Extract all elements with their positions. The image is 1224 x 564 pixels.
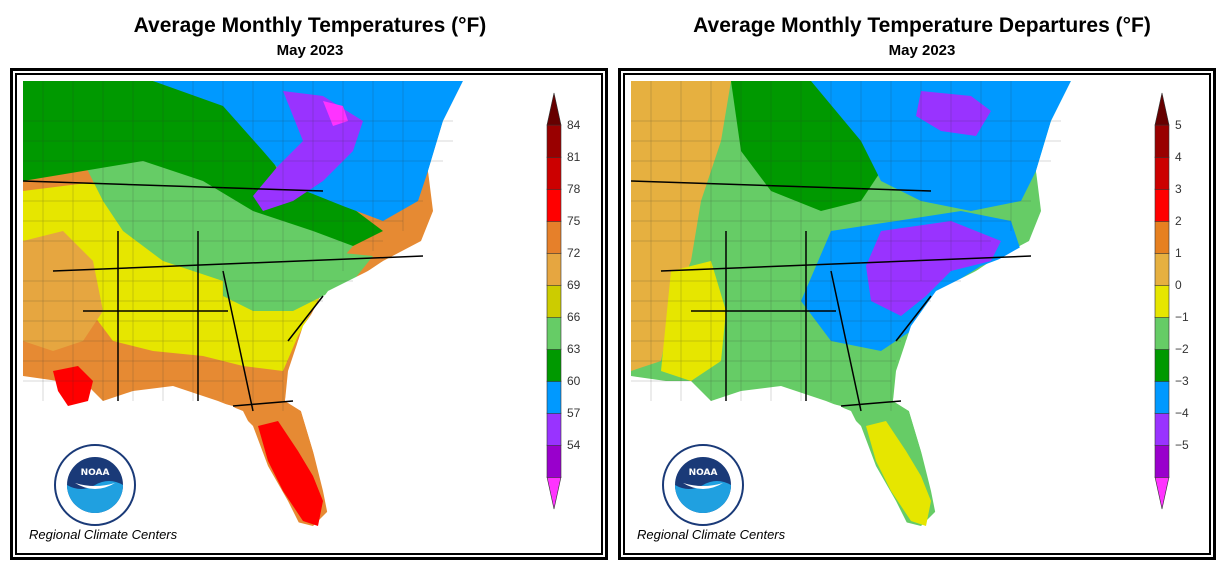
legend-color-band [546, 252, 562, 286]
legend-color-band [1154, 412, 1170, 446]
legend-color-band [1154, 188, 1170, 222]
left-panel-title: Average Monthly Temperatures (°F) [133, 14, 487, 37]
legend-tick-label: 75 [567, 214, 581, 228]
legend-color-band [1154, 124, 1170, 158]
legend-color-band [546, 412, 562, 446]
legend-tick-label: 3 [1175, 182, 1182, 196]
legend-tick-label: 60 [567, 374, 581, 388]
legend-tick-label: 1 [1175, 246, 1182, 260]
legend-color-band [546, 188, 562, 222]
legend-tick-label: 54 [567, 438, 581, 452]
legend-color-band [546, 444, 562, 478]
left-panel: Average Monthly Temperatures (°F) May 20… [10, 14, 608, 560]
legend-tick-label: −4 [1175, 406, 1189, 420]
noaa-logo: NOAA [54, 444, 136, 526]
legend-color-band [546, 284, 562, 318]
legend-color-band [546, 380, 562, 414]
left-panel-subtitle: May 2023 [276, 42, 344, 59]
legend-tick-label: 5 [1175, 118, 1182, 132]
legend-tick-label: 69 [567, 278, 581, 292]
right-legend: 5 4 3 2 1 0 −1 −2 −3 −4 −5 [1154, 92, 1189, 510]
legend-color-band [1154, 252, 1170, 286]
right-panel: Average Monthly Temperature Departures (… [612, 0, 1224, 564]
right-credit: Regional Climate Centers [637, 527, 786, 542]
legend-color-band [546, 476, 562, 510]
legend-tick-label: −5 [1175, 438, 1189, 452]
legend-tick-label: 72 [567, 246, 581, 260]
legend-tick-label: 57 [567, 406, 581, 420]
legend-tick-label: 66 [567, 310, 581, 324]
left-map-frame: NOAA Regional Climate Centers 84 81 78 75 72… [10, 68, 608, 560]
legend-color-band [546, 316, 562, 350]
legend-color-band [1154, 380, 1170, 414]
left-credit: Regional Climate Centers [29, 527, 178, 542]
legend-color-band [1154, 476, 1170, 510]
legend-tick-label: 4 [1175, 150, 1182, 164]
legend-tick-label: 78 [567, 182, 581, 196]
temperature-map [23, 81, 543, 541]
legend-tick-label: −2 [1175, 342, 1189, 356]
legend-color-band [546, 220, 562, 254]
noaa-logo: NOAA [662, 444, 744, 526]
legend-tick-label: −3 [1175, 374, 1189, 388]
legend-tick-label: 2 [1175, 214, 1182, 228]
noaa-logo-text: NOAA [689, 468, 718, 478]
departure-map [631, 81, 1151, 541]
legend-color-band [1154, 92, 1170, 126]
legend-color-band [546, 92, 562, 126]
legend-color-band [546, 156, 562, 190]
legend-color-band [1154, 348, 1170, 382]
legend-color-band [1154, 316, 1170, 350]
legend-color-band [1154, 284, 1170, 318]
legend-tick-label: 81 [567, 150, 581, 164]
legend-tick-label: −1 [1175, 310, 1189, 324]
legend-tick-label: 84 [567, 118, 581, 132]
right-panel-subtitle: May 2023 [888, 42, 956, 59]
left-legend: 84 81 78 75 72 69 66 63 60 57 54 [546, 92, 581, 510]
legend-tick-label: 0 [1175, 278, 1182, 292]
legend-color-band [1154, 220, 1170, 254]
right-panel-title: Average Monthly Temperature Departures (… [693, 14, 1151, 37]
legend-color-band [546, 124, 562, 158]
legend-color-band [546, 348, 562, 382]
right-map-frame: NOAA Regional Climate Centers 5 4 3 2 1 0 −1 −2… [618, 68, 1216, 560]
legend-color-band [1154, 444, 1170, 478]
noaa-logo-text: NOAA [81, 468, 110, 478]
legend-tick-label: 63 [567, 342, 581, 356]
legend-color-band [1154, 156, 1170, 190]
